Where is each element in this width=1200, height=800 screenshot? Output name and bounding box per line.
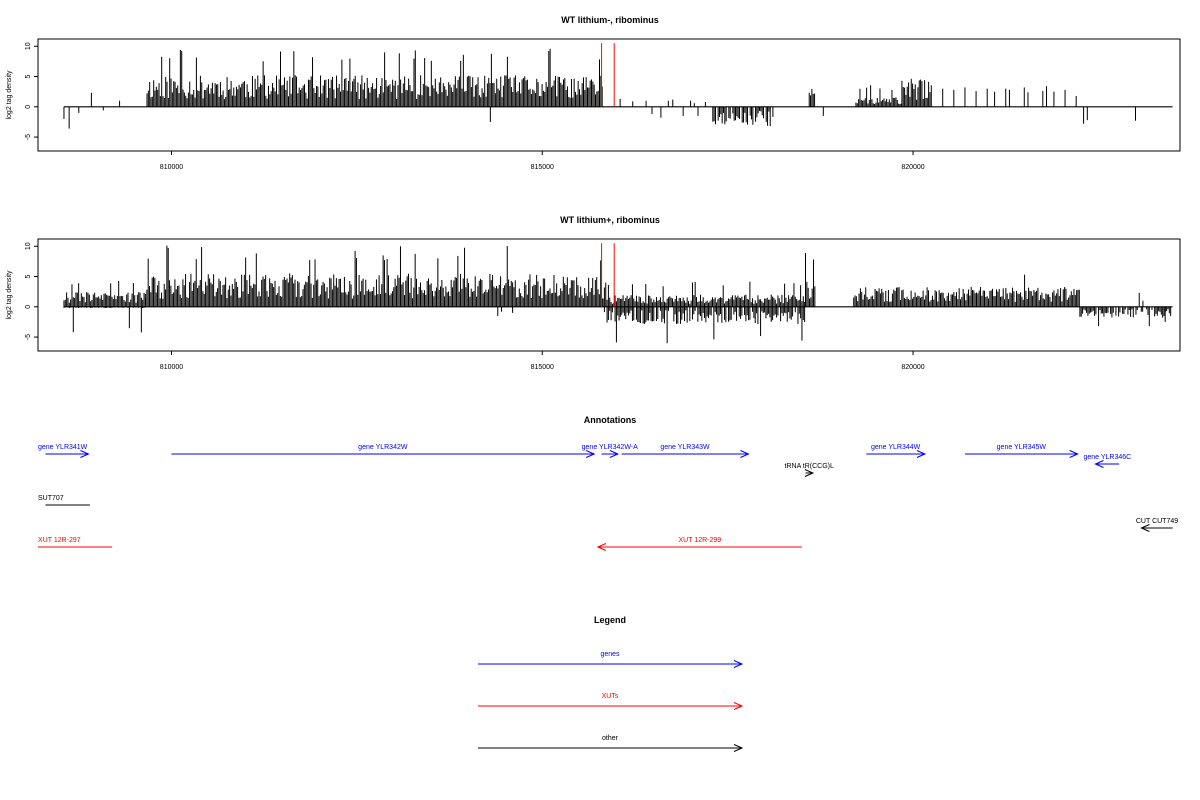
feature-label: gene YLR344W: [871, 444, 921, 451]
y-tick-label: 0: [25, 105, 32, 109]
feature-label: gene YLR341W: [38, 444, 88, 451]
plot-frame: [37, 38, 1181, 152]
y-axis-label: log2 tag density: [6, 270, 13, 320]
legend-item: XUTs: [478, 693, 744, 710]
x-tick-label: 810000: [160, 364, 183, 371]
feature: CUT CUT749: [1136, 518, 1178, 532]
feature: XUT 12R-297: [38, 537, 113, 548]
marker-lines: [601, 243, 615, 307]
feature-label: tRNA tR(CCG)L: [785, 463, 835, 470]
legend-label: XUTs: [602, 693, 619, 700]
track-title: WT lithium+, ribominus: [560, 215, 660, 225]
legend-title: Legend: [594, 615, 626, 625]
annotations-title: Annotations: [584, 415, 637, 425]
legend-item: other: [478, 735, 744, 752]
feature-label: gene YLR346C: [1083, 454, 1131, 461]
y-tick-label: 5: [25, 274, 32, 278]
feature-label: XUT 12R-299: [679, 537, 722, 544]
legend-arrowhead: [733, 660, 744, 668]
x-tick-label: 815000: [531, 164, 554, 171]
annotations-panel: Annotations gene YLR341W gene YLR342W gene…: [38, 415, 1178, 551]
feature-label: XUT 12R-297: [38, 537, 81, 544]
feature-label: gene YLR342W: [358, 444, 408, 451]
legend-label: other: [602, 735, 619, 742]
y-tick-label: 0: [25, 305, 32, 309]
feature-label: gene YLR343W: [660, 444, 710, 451]
y-axis-label: log2 tag density: [6, 70, 13, 120]
feature-label: SUT707: [38, 495, 64, 502]
legend-item: genes: [478, 651, 744, 668]
x-tick-label: 820000: [901, 364, 924, 371]
feature-arrowhead: [740, 450, 750, 458]
signal-bars: [63, 245, 1173, 344]
y-axis: 10 5 0 -5: [25, 42, 38, 140]
feature: gene YLR343W: [621, 444, 750, 458]
legend: Legend genes XUTs other: [478, 615, 744, 752]
feature: gene YLR342W: [171, 444, 596, 458]
y-tick-label: -5: [25, 334, 32, 340]
feature-arrowhead: [80, 450, 90, 458]
feature-arrowhead: [1140, 524, 1150, 532]
feature-arrowhead: [596, 543, 607, 551]
y-tick-label: 10: [25, 42, 32, 50]
legend-label: genes: [600, 651, 620, 658]
legend-arrowhead: [733, 744, 744, 752]
x-tick-label: 815000: [531, 364, 554, 371]
track-panel-lithium-plus: WT lithium+, ribominus log2 tag density …: [6, 215, 1181, 371]
feature-list: gene YLR341W gene YLR342W gene YLR342W-A ge…: [38, 444, 1178, 551]
y-tick-label: 10: [25, 242, 32, 250]
track-panel-lithium-minus: WT lithium-, ribominus log2 tag density …: [6, 15, 1181, 171]
feature: SUT707: [38, 495, 90, 506]
feature: gene YLR341W: [38, 444, 90, 458]
y-axis: 10 5 0 -5: [25, 242, 38, 340]
feature-arrowhead: [1069, 450, 1079, 458]
feature: gene YLR345W: [964, 444, 1079, 458]
feature-label: gene YLR342W-A: [582, 444, 638, 451]
feature-arrowhead: [609, 450, 620, 458]
feature: gene YLR346C: [1083, 454, 1131, 468]
feature: gene YLR344W: [866, 444, 927, 458]
feature-arrowhead: [916, 450, 927, 458]
feature-arrowhead: [804, 469, 815, 477]
y-tick-label: 5: [25, 74, 32, 78]
x-tick-label: 820000: [901, 164, 924, 171]
feature-label: CUT CUT749: [1136, 518, 1178, 525]
marker-lines: [601, 43, 615, 107]
signal-bars: [63, 48, 1173, 129]
feature: tRNA tR(CCG)L: [785, 463, 835, 477]
legend-arrowhead: [733, 702, 744, 710]
x-axis: 810000 815000 820000: [160, 151, 925, 171]
y-tick-label: -5: [25, 134, 32, 140]
feature: gene YLR342W-A: [582, 444, 638, 458]
feature-arrowhead: [1094, 460, 1104, 468]
feature: XUT 12R-299: [596, 537, 802, 551]
x-axis: 810000 815000 820000: [160, 351, 925, 371]
legend-items: genes XUTs other: [478, 651, 744, 752]
feature-label: gene YLR345W: [997, 444, 1047, 451]
x-tick-label: 810000: [160, 164, 183, 171]
feature-arrowhead: [585, 450, 596, 458]
plot-frame: [37, 238, 1181, 352]
track-title: WT lithium-, ribominus: [561, 15, 659, 25]
